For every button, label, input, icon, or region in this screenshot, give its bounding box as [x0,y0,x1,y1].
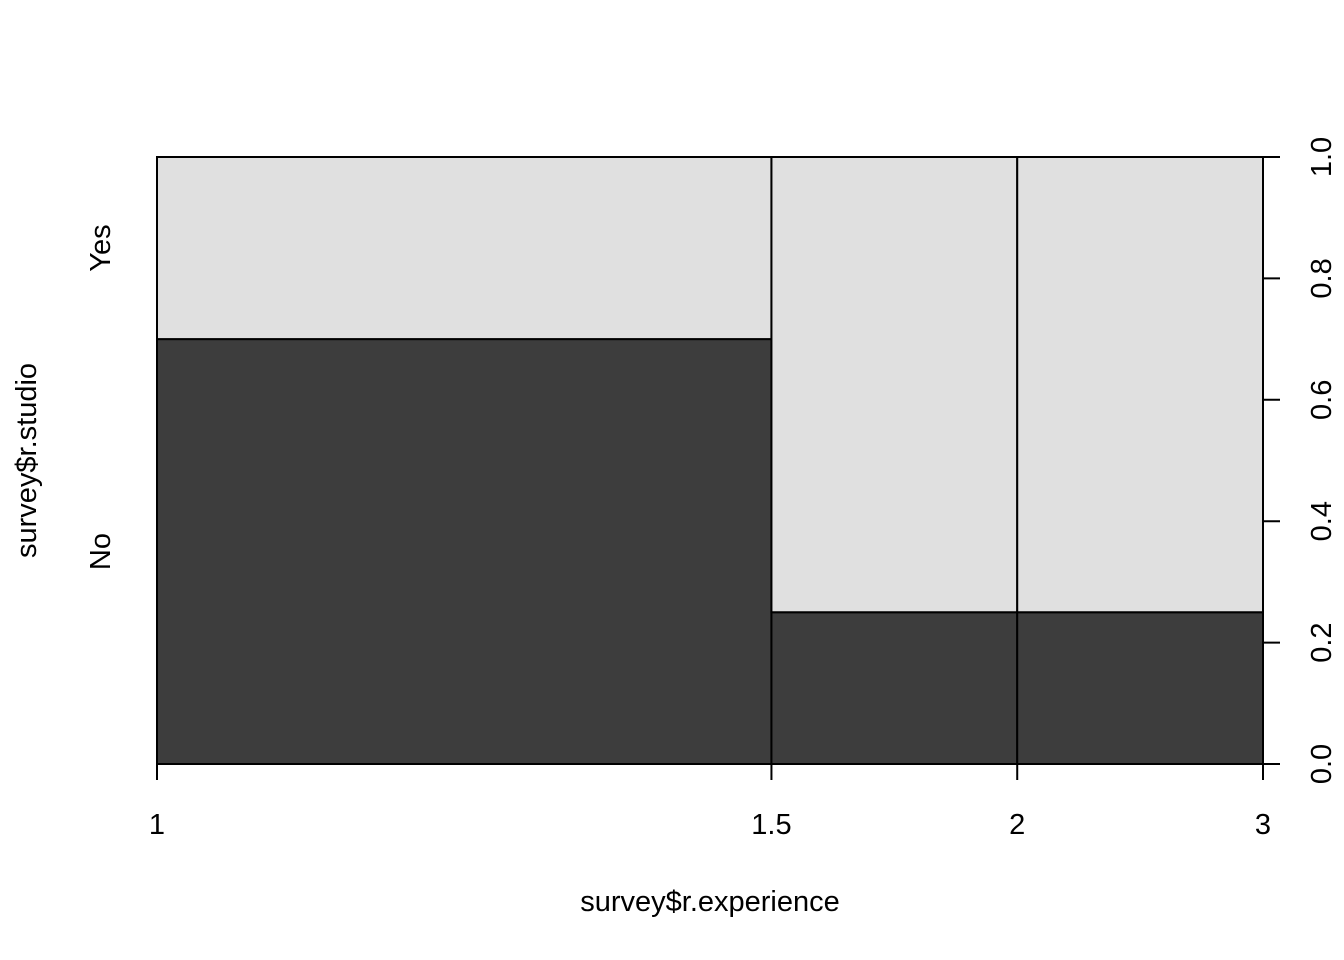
bar-no-1.5–2 [770,611,1019,765]
x-tick-label: 3 [1255,809,1271,841]
y-tick-label: 0.8 [1306,258,1338,298]
bar-yes-1–1.5 [156,156,773,341]
bars-layer [156,156,1264,765]
y-tick-label: 0.0 [1306,744,1338,784]
y-level-label-no: No [85,533,117,570]
y-axis-title: survey$r.studio [11,363,43,558]
x-tick-label: 1 [149,809,165,841]
bar-yes-2–3 [1016,156,1264,614]
x-axis-title: survey$r.experience [580,886,840,918]
x-tick-label: 1.5 [751,809,791,841]
x-tick-label: 2 [1009,809,1025,841]
y-tick-label: 1.0 [1306,137,1338,177]
bar-no-2–3 [1016,611,1264,765]
y-right-axis: 0.0 0.2 0.4 0.6 0.8 1.0 [1262,137,1338,784]
x-axis: 1 1.5 2 3 [149,763,1271,841]
y-tick-label: 0.2 [1306,622,1338,662]
y-level-label-yes: Yes [85,224,117,271]
y-tick-label: 0.4 [1306,501,1338,541]
y-tick-label: 0.6 [1306,380,1338,420]
bar-no-1–1.5 [156,338,773,765]
y-level-labels: No Yes [85,224,117,570]
bar-yes-1.5–2 [770,156,1019,614]
